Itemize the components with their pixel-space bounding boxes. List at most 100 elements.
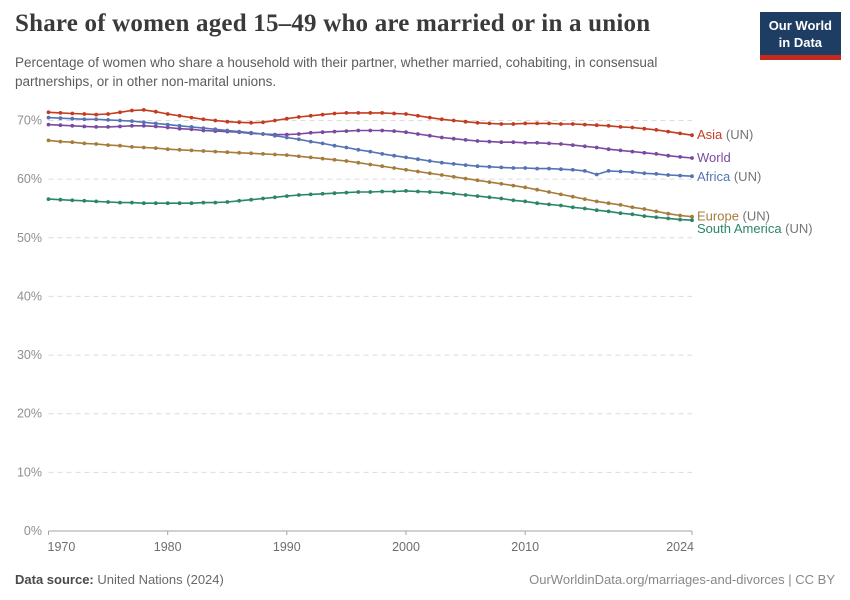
- data-point-europe: [58, 139, 63, 144]
- data-point-africa: [392, 153, 396, 158]
- series-label-africa[interactable]: Africa (UN): [697, 169, 761, 184]
- data-point-europe: [189, 148, 194, 153]
- data-point-asia: [46, 110, 51, 115]
- data-point-world: [94, 125, 99, 129]
- data-point-south-america: [380, 189, 385, 194]
- data-point-europe: [511, 183, 516, 188]
- line-chart[interactable]: 0% 10% 20% 30% 40% 50% 60% 70% 1970 1980 1990 2000 2…: [0, 0, 850, 560]
- data-point-world: [392, 129, 396, 134]
- data-point-asia: [642, 126, 647, 131]
- data-point-south-america: [427, 190, 432, 194]
- data-point-world: [606, 147, 611, 152]
- data-point-asia: [570, 122, 575, 126]
- data-point-africa: [618, 169, 623, 174]
- data-point-asia: [439, 117, 444, 122]
- series-label-europe[interactable]: Europe (UN): [697, 209, 770, 224]
- data-point-europe: [70, 140, 75, 145]
- data-point-asia: [380, 111, 385, 115]
- data-point-south-america: [535, 201, 539, 206]
- data-point-africa: [106, 118, 110, 122]
- series-label-asia[interactable]: Asia (UN): [697, 127, 753, 142]
- data-point-europe: [654, 209, 659, 214]
- data-point-asia: [630, 125, 635, 130]
- data-point-africa: [475, 164, 480, 169]
- data-point-africa: [523, 166, 528, 170]
- data-point-africa: [296, 137, 301, 142]
- data-point-africa: [559, 167, 563, 172]
- x-tick-label: 1980: [154, 540, 182, 554]
- series-line-south-america[interactable]: [48, 190, 693, 221]
- y-tick-label: 0%: [24, 524, 42, 538]
- owid-logo[interactable]: Our World in Data: [759, 12, 841, 61]
- data-point-europe: [427, 171, 432, 176]
- data-point-south-america: [189, 201, 194, 206]
- data-point-world: [559, 142, 563, 146]
- data-point-europe: [451, 174, 456, 179]
- data-point-south-america: [439, 190, 444, 195]
- data-point-world: [356, 128, 361, 133]
- data-point-africa: [368, 149, 373, 154]
- data-point-world: [308, 130, 313, 135]
- data-point-asia: [141, 108, 146, 112]
- data-point-europe: [404, 167, 408, 172]
- data-point-europe: [213, 149, 218, 154]
- data-point-asia: [463, 119, 468, 124]
- series-label-south-america[interactable]: South America (UN): [697, 221, 813, 236]
- data-point-south-america: [225, 200, 230, 204]
- data-point-asia: [130, 108, 134, 113]
- data-point-africa: [642, 171, 647, 176]
- data-point-south-america: [320, 191, 325, 196]
- data-point-world: [654, 152, 659, 156]
- data-point-europe: [547, 190, 551, 194]
- data-point-europe: [368, 162, 373, 167]
- data-point-south-america: [642, 214, 647, 219]
- data-point-africa: [94, 117, 99, 122]
- data-point-europe: [606, 201, 611, 206]
- data-point-south-america: [273, 195, 277, 200]
- data-point-africa: [535, 166, 539, 171]
- data-point-world: [70, 123, 75, 128]
- data-point-south-america: [58, 197, 63, 202]
- data-point-africa: [570, 167, 575, 172]
- data-point-south-america: [523, 199, 528, 204]
- series-label-world[interactable]: World: [697, 150, 731, 165]
- data-point-world: [427, 133, 432, 138]
- data-point-africa: [82, 117, 87, 122]
- data-point-south-america: [690, 218, 694, 223]
- data-point-south-america: [296, 193, 301, 197]
- data-point-asia: [511, 122, 516, 126]
- data-point-africa: [511, 166, 516, 170]
- data-point-africa: [487, 164, 492, 169]
- data-point-europe: [582, 197, 587, 202]
- data-point-world: [416, 132, 420, 136]
- data-point-africa: [165, 122, 170, 127]
- data-point-world: [547, 141, 551, 146]
- data-point-world: [58, 123, 63, 128]
- data-point-asia: [165, 112, 170, 116]
- data-point-south-america: [94, 199, 99, 204]
- credit-link[interactable]: OurWorldinData.org/marriages-and-divorce…: [529, 572, 835, 587]
- data-point-asia: [559, 122, 563, 126]
- data-point-europe: [618, 203, 623, 207]
- data-point-europe: [344, 159, 349, 163]
- data-point-south-america: [678, 217, 682, 222]
- data-point-europe: [630, 205, 635, 210]
- data-point-asia: [296, 115, 301, 119]
- data-point-africa: [499, 165, 504, 170]
- data-point-asia: [606, 123, 611, 128]
- data-point-south-america: [630, 212, 635, 217]
- data-point-south-america: [130, 200, 134, 205]
- data-point-asia: [153, 109, 158, 114]
- data-point-world: [177, 126, 182, 131]
- data-point-europe: [559, 192, 563, 197]
- data-point-europe: [332, 157, 337, 162]
- data-point-world: [368, 128, 373, 133]
- data-point-south-america: [46, 197, 51, 202]
- data-point-africa: [463, 163, 468, 168]
- data-point-europe: [463, 176, 468, 181]
- data-point-world: [487, 139, 492, 144]
- data-point-europe: [416, 169, 420, 174]
- data-point-south-america: [487, 195, 492, 200]
- data-point-asia: [225, 119, 230, 124]
- data-point-africa: [451, 162, 456, 166]
